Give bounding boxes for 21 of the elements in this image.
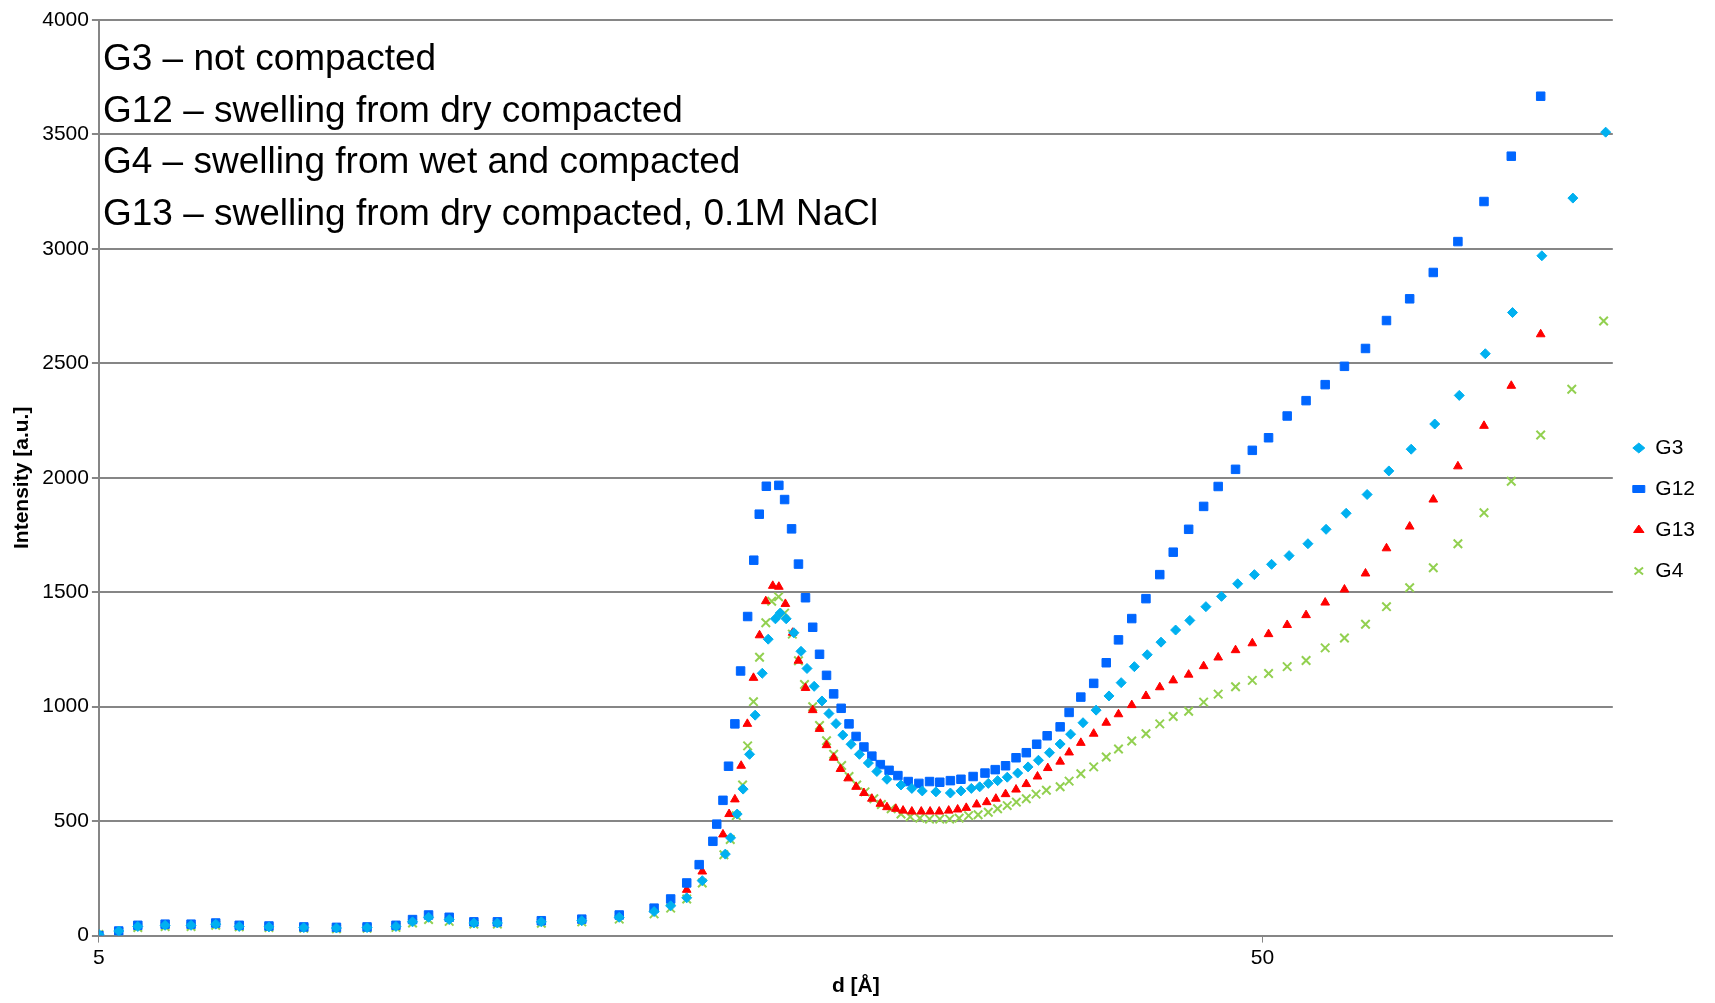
annotation: G12 – swelling from dry compacted [102, 88, 683, 130]
y-tick-label: 1500 [42, 579, 89, 603]
y-tick-label: 500 [53, 807, 89, 831]
legend-label: G3 [1655, 434, 1684, 458]
y-tick-label: 2000 [42, 464, 89, 488]
y-tick-label: 1000 [42, 693, 89, 717]
x-tick-label: 5 [93, 945, 105, 968]
annotation: G13 – swelling from dry compacted, 0.1M NaCl [102, 191, 879, 233]
x-tick-label: 50 [1250, 945, 1275, 968]
legend-label: G4 [1655, 557, 1684, 581]
y-tick-label: 2500 [42, 350, 89, 374]
legend-label: G13 [1655, 516, 1696, 540]
annotation: G3 – not compacted [102, 37, 437, 78]
y-tick-label: 3500 [42, 121, 89, 145]
annotation: G4 – swelling from wet and compacted [102, 140, 741, 181]
x-axis-title: d [Å] [831, 973, 880, 997]
y-tick-label: 0 [77, 922, 89, 946]
legend-label: G12 [1655, 475, 1696, 499]
y-axis-title: Intensity [a.u.] [9, 406, 33, 549]
y-tick-label: 4000 [42, 6, 89, 30]
y-tick-label: 3000 [42, 235, 89, 259]
